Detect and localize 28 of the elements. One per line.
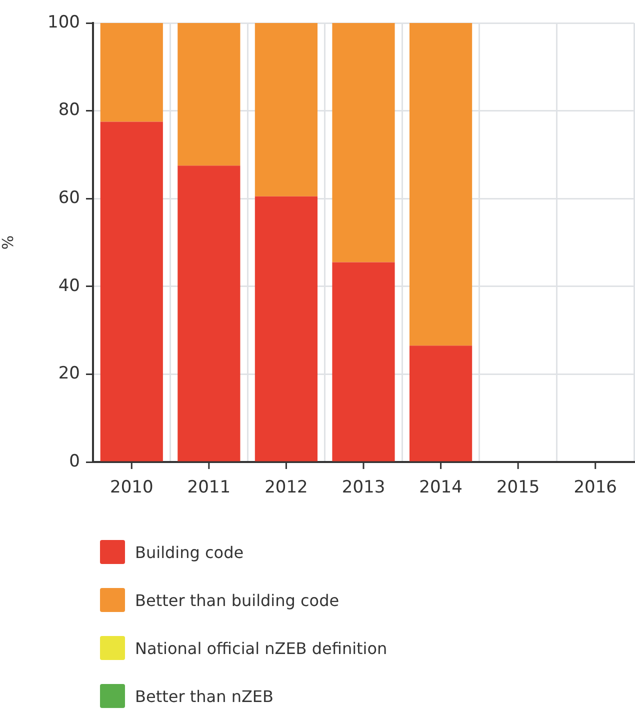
- x-tick-label: 2012: [264, 478, 308, 498]
- x-tick-label: 2015: [496, 478, 540, 498]
- bar: [332, 23, 395, 262]
- y-axis-title: %: [0, 235, 17, 250]
- bar: [178, 166, 240, 462]
- bar: [100, 122, 163, 462]
- y-tick-label: 100: [48, 12, 80, 32]
- bar: [332, 262, 395, 462]
- x-tick-label: 2014: [419, 478, 462, 498]
- x-tick-label: 2010: [110, 478, 154, 498]
- y-tick-label: 40: [58, 276, 80, 296]
- legend-label: Better than nZEB: [135, 686, 274, 706]
- bar: [254, 23, 318, 196]
- legend-label: Better than building code: [135, 590, 340, 610]
- y-tick-label: 0: [69, 451, 80, 472]
- bar: [178, 23, 240, 166]
- x-tick-label: 2016: [574, 478, 617, 498]
- legend-label: Building code: [135, 542, 244, 562]
- bar: [100, 23, 163, 122]
- y-tick-label: 60: [58, 188, 80, 208]
- legend-label: National official nZEB definition: [135, 638, 388, 658]
- bar: [409, 346, 472, 462]
- bar: [409, 23, 472, 346]
- x-tick-label: 2011: [187, 478, 231, 498]
- y-tick-label: 80: [58, 100, 80, 120]
- y-tick-label: 20: [58, 364, 80, 384]
- bar: [254, 196, 318, 462]
- x-tick-label: 2013: [342, 478, 386, 498]
